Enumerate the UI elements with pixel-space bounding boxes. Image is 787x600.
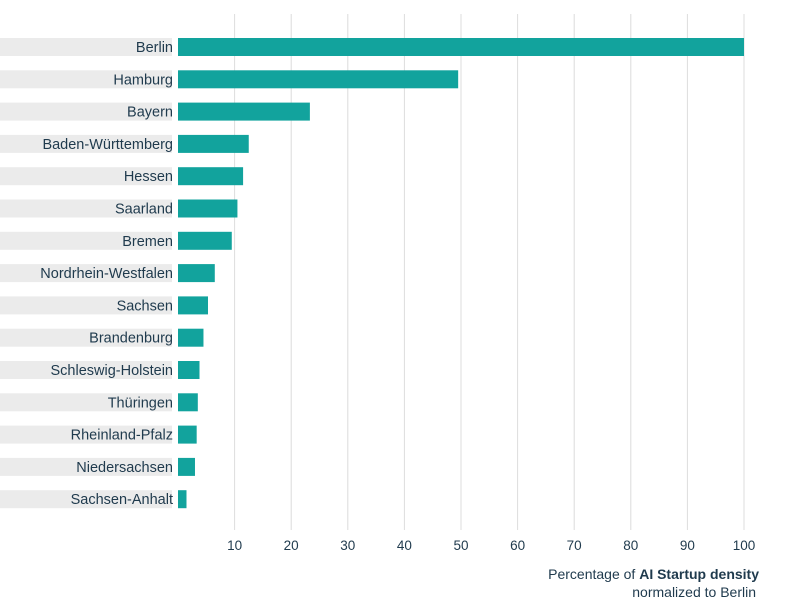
x-tick-30: 30: [340, 538, 355, 553]
bar-th-ringen: [178, 393, 198, 412]
label-band-rheinland-pfalz: [0, 425, 172, 444]
bar-baden-w-rttemberg: [178, 134, 249, 153]
category-label-niedersachsen: Niedersachsen: [76, 460, 173, 476]
x-tick-labels: 10 20 30 40 50 60 70 80 90 100: [227, 538, 755, 553]
label-band-th-ringen: [0, 393, 172, 412]
category-label-schleswig-holstein: Schleswig-Holstein: [51, 363, 174, 379]
bar-hessen: [178, 167, 244, 186]
label-band-brandenburg: [0, 328, 172, 347]
bars: [178, 38, 744, 509]
label-bands: [0, 38, 172, 509]
x-axis-subtitle: normalized to Berlin: [632, 584, 756, 600]
x-tick-100: 100: [733, 538, 756, 553]
category-label-hessen: Hessen: [124, 169, 173, 185]
label-band-baden-w-rttemberg: [0, 134, 172, 153]
label-band-saarland: [0, 199, 172, 218]
label-band-schleswig-holstein: [0, 361, 172, 379]
x-tick-70: 70: [567, 538, 582, 553]
category-label-sachsen: Sachsen: [117, 298, 173, 314]
bar-hamburg: [178, 70, 459, 89]
category-label-nordrhein-westfalen: Nordrhein-Westfalen: [40, 266, 173, 282]
bar-rheinland-pfalz: [178, 425, 197, 444]
category-label-th-ringen: Thüringen: [108, 395, 173, 411]
x-tick-60: 60: [510, 538, 525, 553]
gridlines: [234, 14, 745, 530]
bar-schleswig-holstein: [178, 361, 200, 379]
label-band-hessen: [0, 167, 172, 186]
category-label-hamburg: Hamburg: [113, 72, 173, 88]
x-tick-80: 80: [623, 538, 638, 553]
x-tick-10: 10: [227, 538, 242, 553]
label-band-berlin: [0, 38, 172, 56]
bar-bayern: [178, 102, 310, 121]
category-label-rheinland-pfalz: Rheinland-Pfalz: [71, 428, 173, 444]
bar-nordrhein-westfalen: [178, 264, 215, 283]
x-tick-90: 90: [680, 538, 695, 553]
category-label-brandenburg: Brandenburg: [89, 331, 173, 347]
x-tick-50: 50: [453, 538, 468, 553]
x-axis-title-emphasis: AI Startup density: [639, 566, 759, 582]
bar-sachsen-anhalt: [178, 490, 187, 509]
bar-berlin: [178, 38, 744, 56]
label-band-nordrhein-westfalen: [0, 264, 172, 283]
bar-sachsen: [178, 296, 208, 315]
bar-bremen: [178, 231, 232, 250]
label-band-sachsen-anhalt: [0, 490, 172, 509]
category-label-bremen: Bremen: [122, 234, 173, 250]
category-label-sachsen-anhalt: Sachsen-Anhalt: [71, 492, 173, 508]
category-label-berlin: Berlin: [136, 40, 173, 56]
x-axis-title-prefix: Percentage of: [548, 566, 639, 582]
category-label-saarland: Saarland: [115, 202, 173, 218]
label-band-hamburg: [0, 70, 172, 89]
bar-brandenburg: [178, 328, 204, 347]
category-labels: Berlin Hamburg Bayern Baden-Württemberg Hess…: [40, 40, 173, 508]
label-band-bayern: [0, 102, 172, 121]
label-band-niedersachsen: [0, 457, 172, 476]
label-band-sachsen: [0, 296, 172, 315]
category-label-bayern: Bayern: [127, 105, 173, 121]
x-tick-20: 20: [284, 538, 299, 553]
x-axis-title: Percentage of AI Startup density: [548, 566, 759, 582]
bar-saarland: [178, 199, 238, 218]
label-band-bremen: [0, 231, 172, 250]
category-label-baden-w-rttemberg: Baden-Württemberg: [42, 137, 173, 153]
x-tick-40: 40: [397, 538, 412, 553]
bar-niedersachsen: [178, 457, 195, 476]
